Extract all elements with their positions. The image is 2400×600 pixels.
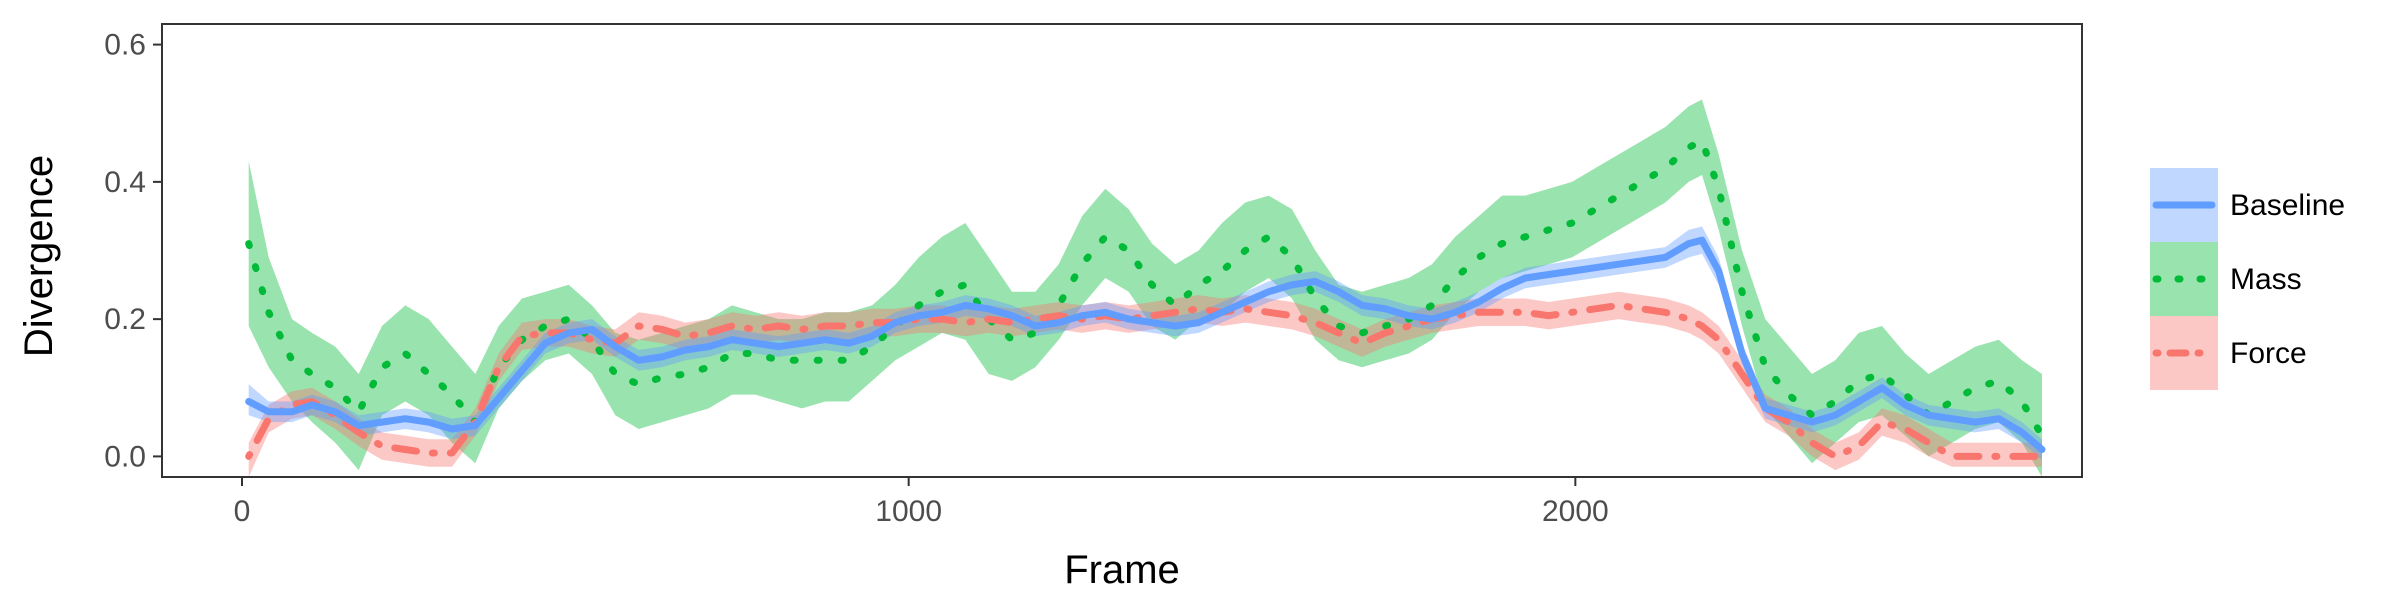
series-line-mass [245,137,2046,440]
y-axis: 0.0 0.2 0.4 0.6 [104,29,162,473]
legend-item-mass: Mass [2150,242,2302,316]
band-mass [248,99,2043,477]
y-tick-label: 0.2 [104,303,146,336]
legend: Baseline Mass Force [2150,168,2345,390]
series-line-baseline [245,236,2046,453]
x-tick-label: 1000 [875,495,942,528]
legend-label-mass: Mass [2230,263,2302,296]
legend-item-force: Force [2150,316,2307,390]
y-axis-title: Divergence [17,155,61,357]
series-lines [245,137,2046,460]
x-axis: 0 1000 2000 [234,477,1609,528]
legend-label-force: Force [2230,337,2307,370]
plot-panel-border [161,23,2083,478]
x-tick-label: 2000 [1542,495,1609,528]
legend-item-baseline: Baseline [2150,168,2345,242]
y-tick-label: 0.0 [104,440,146,473]
legend-label-baseline: Baseline [2230,189,2345,222]
x-tick-label: 0 [234,495,251,528]
y-tick-label: 0.6 [104,29,146,62]
series-line-force [245,301,2046,460]
band-force [248,291,2043,477]
x-axis-title: Frame [1064,548,1180,592]
y-tick-label: 0.4 [104,166,146,199]
